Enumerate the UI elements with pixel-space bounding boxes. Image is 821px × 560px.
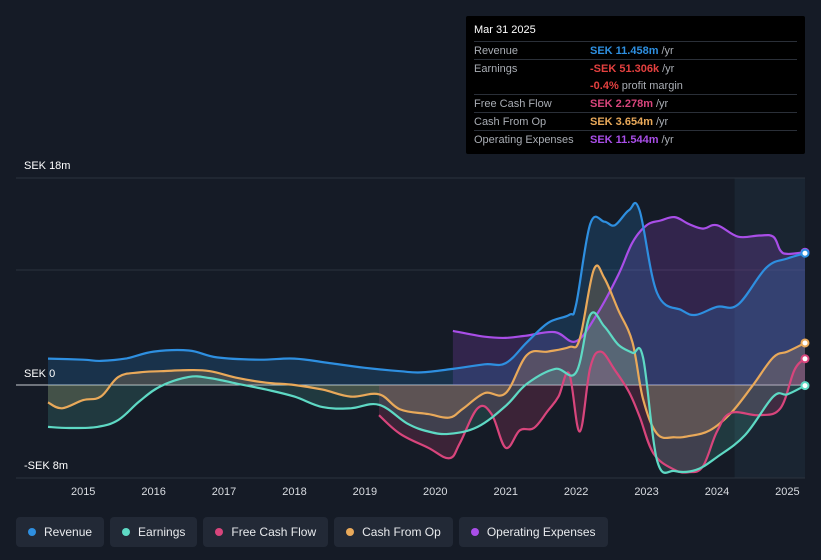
earnings-area [48, 312, 805, 473]
legend-item-free-cash-flow[interactable]: Free Cash Flow [203, 517, 329, 547]
tooltip-row: Operating Expenses SEK 11.544m/yr [474, 130, 797, 148]
chart: SEK 18m SEK 0 -SEK 8m 2015 2016 2017 2018 2019… [16, 160, 810, 498]
tooltip-row-label: Cash From Op [474, 115, 547, 128]
tooltip-row-unit: profit margin [621, 79, 683, 92]
x-axis-tick-label: 2024 [705, 486, 729, 498]
legend-item-operating-expenses[interactable]: Operating Expenses [458, 517, 608, 547]
cash-from-op-end-point [800, 338, 810, 348]
tooltip-row-unit: /yr [662, 62, 675, 75]
legend-label: Free Cash Flow [231, 525, 317, 539]
recent-period-band [734, 178, 805, 478]
cash-from-op-line [47, 264, 806, 440]
tooltip-date: Mar 31 2025 [474, 24, 536, 36]
tooltip-row-value: SEK 11.458m [590, 44, 659, 57]
legend-dot-icon [215, 528, 224, 536]
tooltip-row-value: SEK 3.654m [590, 115, 653, 128]
x-axis-tick-label: 2016 [141, 486, 165, 498]
legend-dot-icon [346, 528, 355, 536]
tooltip-row-label: Operating Expenses [474, 133, 574, 146]
tooltip-row: -0.4% profit margin [474, 77, 797, 94]
legend-dot-icon [122, 528, 131, 536]
tooltip-row-value: -0.4% [590, 79, 619, 92]
tooltip-row-value: -SEK 51.306k [590, 62, 660, 75]
tooltip-panel: Mar 31 2025 Revenue SEK 11.458m/yr Earning… [466, 16, 805, 154]
grid [16, 177, 805, 479]
tooltip-row-unit: /yr [661, 133, 674, 146]
legend-item-earnings[interactable]: Earnings [110, 517, 198, 547]
legend-dot-icon [28, 528, 36, 536]
free-cash-flow-end-point [800, 354, 810, 364]
cash-from-op-area [48, 265, 805, 438]
x-axis-tick-label: 2018 [282, 486, 306, 498]
free-cash-flow-line [378, 350, 806, 474]
x-axis-tick-label: 2019 [353, 486, 377, 498]
revenue-end-point [800, 248, 810, 258]
y-axis-label: SEK 18m [24, 160, 70, 172]
legend-label: Revenue [44, 525, 93, 539]
x-axis-tick-label: 2023 [634, 486, 658, 498]
legend-dot-icon [470, 528, 479, 536]
y-axis-label: -SEK 8m [24, 460, 68, 472]
tooltip-row-unit: /yr [661, 44, 674, 57]
earnings-end-point [800, 381, 810, 391]
legend-item-revenue[interactable]: Revenue [16, 517, 105, 547]
x-axis-tick-label: 2015 [71, 486, 95, 498]
tooltip-row-label: Earnings [474, 62, 518, 75]
x-axis-tick-label: 2017 [212, 486, 236, 498]
earnings-line [47, 311, 806, 474]
y-axis-label: SEK 0 [24, 368, 55, 380]
x-axis-tick-label: 2020 [423, 486, 447, 498]
revenue-line [47, 201, 806, 374]
legend-label: Operating Expenses [486, 525, 596, 539]
y-axis-labels: SEK 18m SEK 0 -SEK 8m [24, 160, 70, 472]
series-areas [48, 202, 805, 473]
x-axis-ticks: 2015 2016 2017 2018 2019 2020 2021 2022 2023 2024… [71, 486, 800, 498]
tooltip-row: Cash From Op SEK 3.654m/yr [474, 112, 797, 130]
tooltip-row: Revenue SEK 11.458m/yr [474, 41, 797, 59]
legend-label: Earnings [138, 525, 186, 539]
revenue-area [48, 202, 805, 385]
free-cash-flow-area [379, 351, 805, 473]
legend: Revenue Earnings Free Cash Flow Cash From O… [16, 517, 608, 547]
tooltip-row-value: SEK 2.278m [590, 97, 653, 110]
tooltip-row-value: SEK 11.544m [590, 133, 659, 146]
operating-expenses-area [452, 217, 805, 385]
x-axis-tick-label: 2025 [775, 486, 799, 498]
tooltip-row-unit: /yr [655, 115, 669, 128]
end-markers [800, 247, 810, 391]
tooltip-row-label: Free Cash Flow [474, 97, 552, 110]
legend-item-cash-from-op[interactable]: Cash From Op [334, 517, 453, 547]
series-lines [47, 201, 806, 474]
x-axis-tick-label: 2022 [564, 486, 588, 498]
tooltip-row: Free Cash Flow SEK 2.278m/yr [474, 94, 797, 112]
legend-label: Cash From Op [362, 525, 441, 539]
tooltip-row-label: Revenue [474, 44, 519, 57]
tooltip-rows: Revenue SEK 11.458m/yr Earnings -SEK 51.306… [474, 41, 797, 148]
x-axis-tick-label: 2021 [493, 486, 517, 498]
tooltip-row: Earnings -SEK 51.306k/yr [474, 59, 797, 77]
tooltip-row-unit: /yr [655, 97, 669, 110]
